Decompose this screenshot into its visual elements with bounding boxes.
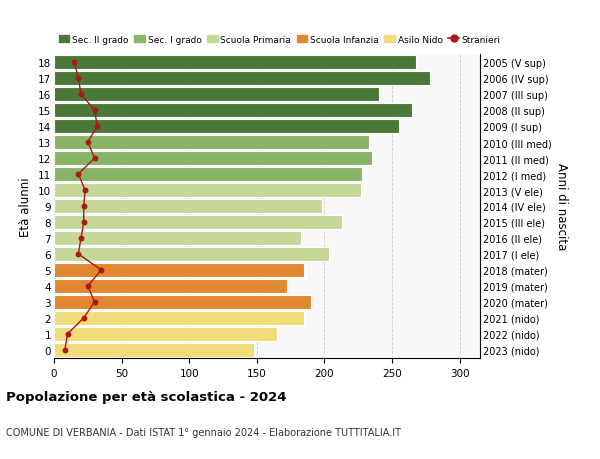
Point <box>83 283 92 290</box>
Point <box>97 267 106 274</box>
Text: Popolazione per età scolastica - 2024: Popolazione per età scolastica - 2024 <box>6 390 287 403</box>
Bar <box>54 72 430 86</box>
Y-axis label: Età alunni: Età alunni <box>19 177 32 236</box>
Point <box>74 251 83 258</box>
Point <box>63 330 73 338</box>
Point <box>80 187 90 194</box>
Point <box>70 59 79 67</box>
Bar <box>54 327 277 341</box>
Text: COMUNE DI VERBANIA - Dati ISTAT 1° gennaio 2024 - Elaborazione TUTTITALIA.IT: COMUNE DI VERBANIA - Dati ISTAT 1° genna… <box>6 427 401 437</box>
Point <box>60 347 70 354</box>
Point <box>74 75 83 83</box>
Point <box>90 155 100 162</box>
Bar <box>54 184 361 197</box>
Point <box>76 91 86 99</box>
Bar <box>54 296 311 309</box>
Bar <box>54 104 412 118</box>
Bar <box>54 88 379 102</box>
Point <box>79 203 89 210</box>
Point <box>83 139 92 146</box>
Bar <box>54 216 342 229</box>
Bar <box>54 200 322 213</box>
Point <box>76 235 86 242</box>
Bar <box>54 311 304 325</box>
Bar <box>54 152 372 166</box>
Bar <box>54 343 254 357</box>
Bar <box>54 56 416 70</box>
Bar <box>54 168 362 181</box>
Bar <box>54 136 369 150</box>
Bar <box>54 280 287 293</box>
Bar <box>54 247 329 261</box>
Bar <box>54 263 304 277</box>
Point <box>90 298 100 306</box>
Point <box>90 107 100 115</box>
Point <box>74 171 83 179</box>
Bar <box>54 232 301 245</box>
Point <box>92 123 102 130</box>
Point <box>79 219 89 226</box>
Y-axis label: Anni di nascita: Anni di nascita <box>555 163 568 250</box>
Point <box>79 314 89 322</box>
Legend: Sec. II grado, Sec. I grado, Scuola Primaria, Scuola Infanzia, Asilo Nido, Stran: Sec. II grado, Sec. I grado, Scuola Prim… <box>59 35 501 45</box>
Bar <box>54 120 399 134</box>
